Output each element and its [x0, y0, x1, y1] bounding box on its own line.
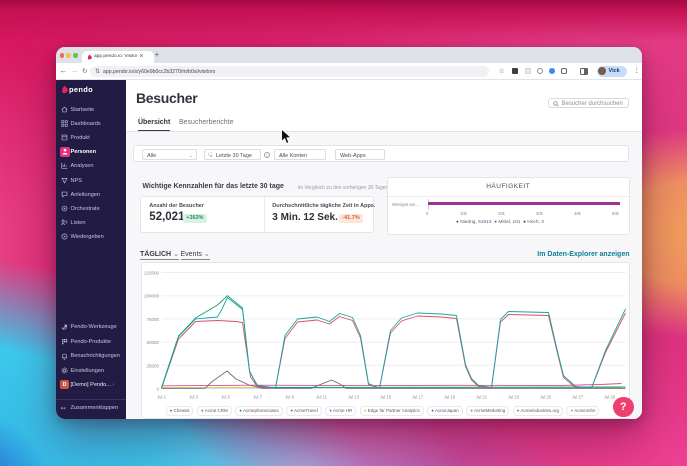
svg-text:75000: 75000: [146, 316, 159, 321]
svg-text:Jul 9: Jul 9: [285, 394, 295, 399]
svg-text:100000: 100000: [143, 293, 159, 298]
svg-text:Jul 3: Jul 3: [189, 394, 199, 399]
svg-text:Jul 13: Jul 13: [347, 394, 359, 399]
svg-text:Jul 21: Jul 21: [475, 394, 487, 399]
svg-text:25000: 25000: [146, 363, 159, 368]
svg-text:50000: 50000: [146, 340, 159, 345]
svg-text:0: 0: [156, 386, 159, 391]
svg-text:Jul 29: Jul 29: [603, 394, 615, 399]
svg-text:Jul 23: Jul 23: [507, 394, 519, 399]
svg-text:Jul 11: Jul 11: [316, 394, 328, 399]
svg-text:Jul 25: Jul 25: [539, 394, 551, 399]
svg-text:Jul 1: Jul 1: [157, 394, 167, 399]
svg-text:Jul 7: Jul 7: [253, 394, 263, 399]
svg-text:Jul 17: Jul 17: [411, 394, 423, 399]
svg-text:Jul 27: Jul 27: [571, 394, 583, 399]
svg-text:125000: 125000: [143, 270, 159, 275]
svg-text:Jul 5: Jul 5: [221, 394, 231, 399]
svg-text:Jul 15: Jul 15: [379, 394, 391, 399]
svg-text:Jul 19: Jul 19: [443, 394, 455, 399]
